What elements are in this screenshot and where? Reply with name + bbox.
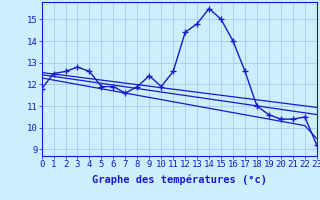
X-axis label: Graphe des températures (°c): Graphe des températures (°c) xyxy=(92,175,267,185)
